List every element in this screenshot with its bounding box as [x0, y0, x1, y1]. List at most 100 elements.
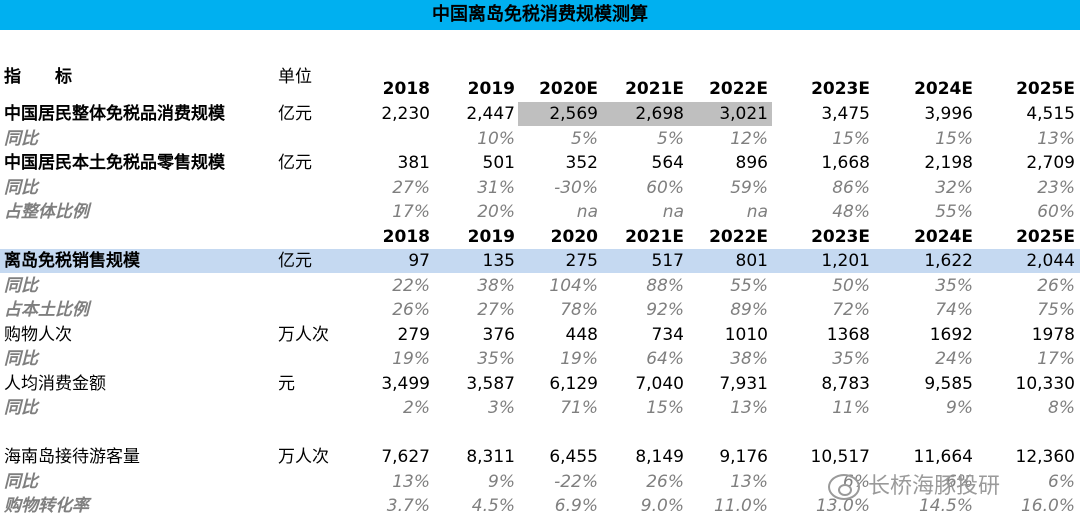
table-cell: 59% — [730, 177, 768, 198]
table-cell: 3,499 — [381, 373, 430, 394]
table-cell: 7,627 — [381, 447, 430, 467]
table-cell: na — [662, 202, 684, 222]
table-cell: 71% — [560, 398, 598, 418]
table-cell: 2,569 — [549, 104, 598, 124]
table-cell: 7,931 — [719, 373, 768, 394]
table-cell: 92% — [646, 300, 684, 320]
row-unit: 亿元 — [278, 153, 312, 173]
row-label: 人均消费金额 — [4, 373, 106, 394]
table-cell: 4.5% — [471, 496, 515, 516]
table-cell: 10% — [477, 128, 515, 149]
table-cell: 1,668 — [821, 153, 870, 173]
table-cell: 26% — [1037, 275, 1075, 296]
table-cell: 279 — [397, 324, 430, 345]
table-row: 购物转化率 3.7% 4.5% 6.9% 9.0% 11.0% 13.0% 14.5% 16.0… — [0, 494, 1080, 518]
table-cell: 55% — [730, 275, 768, 296]
row-label: 购物转化率 — [4, 496, 89, 516]
table-cell: 14.5% — [918, 496, 973, 516]
table-cell: 1978 — [1031, 324, 1075, 345]
table-cell: 104% — [549, 275, 598, 296]
table-cell: 89% — [730, 300, 768, 320]
table-cell: 6% — [946, 471, 973, 492]
year-header-cell: 2020 — [550, 226, 598, 247]
row-label: 购物人次 — [4, 324, 72, 345]
table-cell: -30% — [554, 177, 598, 198]
row-label: 同比 — [4, 128, 38, 149]
table-cell: 19% — [392, 349, 430, 369]
table-cell: 734 — [651, 324, 684, 345]
table-row: 同比 10% 5% 5% 12% 15% 15% 13% — [0, 127, 1080, 151]
table-cell: 11,664 — [913, 447, 973, 467]
table-cell: 5% — [657, 128, 684, 149]
table-cell: 17% — [1037, 349, 1075, 369]
table-cell: 86% — [832, 177, 870, 198]
table-row: 同比 27% 31% -30% 60% 59% 86% 32% 23% — [0, 176, 1080, 200]
table-cell: na — [576, 202, 598, 222]
table-cell: 23% — [1037, 177, 1075, 198]
table-row: 中国居民本土免税品零售规模 亿元 381 501 352 564 896 1,668 2,198… — [0, 151, 1080, 175]
year-header-cell: 2020E — [539, 79, 598, 99]
table-cell: 517 — [651, 251, 684, 271]
shaded-cells — [518, 102, 772, 126]
table-cell: 72% — [832, 300, 870, 320]
row-label: 同比 — [4, 275, 38, 296]
table-cell: 2,044 — [1026, 251, 1075, 271]
row-label: 占本土比例 — [4, 300, 89, 320]
year-header-cell: 2024E — [914, 79, 973, 99]
table-cell: 74% — [935, 300, 973, 320]
table-cell: 135 — [482, 251, 515, 271]
row-unit: 亿元 — [278, 251, 312, 271]
table-cell: 2% — [403, 398, 430, 418]
table-cell: 6% — [1048, 471, 1075, 492]
table-row: 中国居民整体免税品消费规模 亿元 2,230 2,447 2,569 2,698 3,021… — [0, 102, 1080, 126]
table-cell: 3,996 — [924, 104, 973, 124]
table-cell: 48% — [832, 202, 870, 222]
table-cell: 35% — [832, 349, 870, 369]
year-header-cell: 2023E — [811, 226, 870, 247]
table-cell: 27% — [392, 177, 430, 198]
year-header-cell: 2018 — [382, 226, 430, 247]
table-cell: 26% — [646, 471, 684, 492]
row-unit: 元 — [278, 373, 295, 394]
table-cell: 26% — [392, 300, 430, 320]
table-cell: 6.9% — [554, 496, 598, 516]
header-indicator-label: 指 标 — [4, 67, 72, 87]
year-row: 2018 2019 2020E 2021E 2022E 2023E 2024E 2025E — [0, 77, 1080, 101]
table-cell: 60% — [1037, 202, 1075, 222]
table-cell: 27% — [477, 300, 515, 320]
table-cell: 1368 — [826, 324, 870, 345]
table-cell: 2,230 — [381, 104, 430, 124]
table-cell: 2,709 — [1026, 153, 1075, 173]
table-row: 占整体比例 17% 20% na na na 48% 55% 60% — [0, 200, 1080, 224]
table-cell: 35% — [477, 349, 515, 369]
table-cell: 31% — [477, 177, 515, 198]
row-unit: 万人次 — [278, 324, 329, 345]
year-header-cell: 2021E — [625, 226, 684, 247]
table-cell: 20% — [477, 202, 515, 222]
table-cell: 2,447 — [466, 104, 515, 124]
table-cell: 5% — [571, 128, 598, 149]
row-label: 同比 — [4, 177, 38, 198]
table-cell: 17% — [392, 202, 430, 222]
watermark: 长桥海豚投研 — [828, 468, 1000, 500]
table-cell: 78% — [560, 300, 598, 320]
table-cell: 9% — [488, 471, 515, 492]
row-label: 中国居民本土免税品零售规模 — [4, 153, 225, 173]
table-row: 人均消费金额 元 3,499 3,587 6,129 7,040 7,931 8,783 9,5… — [0, 372, 1080, 396]
table-cell: 9.0% — [640, 496, 684, 516]
table-cell: 22% — [392, 275, 430, 296]
table-cell: 9,585 — [924, 373, 973, 394]
table-cell: 8% — [1048, 398, 1075, 418]
wechat-icon — [828, 474, 860, 500]
row-label: 占整体比例 — [4, 202, 89, 222]
table-cell: 3% — [488, 398, 515, 418]
table-cell: 275 — [565, 251, 598, 271]
table-cell: 564 — [651, 153, 684, 173]
year-header-cell: 2025E — [1016, 79, 1075, 99]
year-header-cell: 2022E — [709, 226, 768, 247]
year-header-cell: 2025E — [1016, 226, 1075, 247]
year-header-cell: 2022E — [709, 79, 768, 99]
table-cell: 32% — [935, 177, 973, 198]
table-cell: 13.0% — [815, 496, 870, 516]
table-cell — [346, 127, 430, 151]
